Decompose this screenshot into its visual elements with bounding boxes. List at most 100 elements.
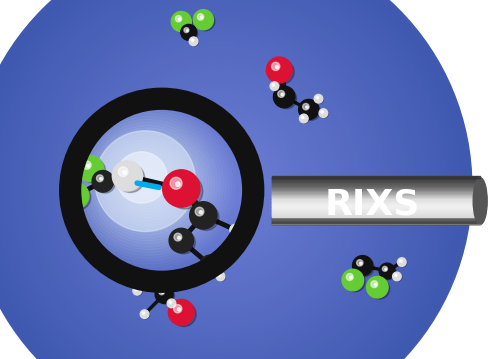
Circle shape — [395, 275, 396, 276]
Circle shape — [276, 88, 296, 109]
Bar — [272, 177, 480, 179]
Bar — [272, 190, 480, 191]
Bar — [272, 203, 480, 205]
Circle shape — [66, 185, 91, 210]
Circle shape — [135, 288, 137, 291]
Bar — [272, 181, 480, 183]
Circle shape — [230, 224, 241, 235]
Circle shape — [34, 1, 407, 359]
Circle shape — [45, 11, 396, 359]
Circle shape — [271, 62, 280, 70]
Circle shape — [273, 86, 295, 108]
Circle shape — [90, 125, 206, 241]
Circle shape — [177, 308, 180, 311]
Circle shape — [151, 276, 159, 285]
Circle shape — [200, 16, 203, 19]
Circle shape — [105, 71, 336, 302]
Circle shape — [101, 136, 195, 229]
Circle shape — [278, 90, 285, 97]
Circle shape — [271, 83, 279, 91]
Bar — [272, 216, 480, 218]
Bar — [272, 183, 480, 185]
Circle shape — [170, 177, 182, 189]
Circle shape — [382, 266, 388, 271]
Circle shape — [190, 38, 198, 46]
Circle shape — [143, 313, 144, 314]
Circle shape — [24, 0, 416, 359]
Circle shape — [178, 236, 181, 239]
Bar — [272, 196, 480, 197]
Bar — [272, 220, 480, 222]
Bar — [272, 192, 480, 194]
Circle shape — [107, 143, 189, 224]
Circle shape — [181, 24, 196, 40]
Bar — [272, 221, 480, 223]
Circle shape — [123, 171, 126, 174]
Circle shape — [97, 175, 103, 182]
Circle shape — [100, 66, 341, 307]
Circle shape — [87, 122, 209, 244]
Circle shape — [68, 188, 76, 196]
Circle shape — [180, 146, 261, 227]
Bar — [272, 207, 480, 209]
Bar — [272, 212, 480, 214]
Bar — [272, 185, 480, 186]
Circle shape — [98, 134, 197, 232]
Bar — [272, 180, 480, 182]
Circle shape — [189, 37, 198, 46]
Bar — [272, 202, 480, 204]
Bar — [272, 201, 480, 203]
Circle shape — [85, 51, 356, 322]
Circle shape — [55, 21, 386, 353]
Circle shape — [357, 260, 363, 266]
Circle shape — [122, 269, 125, 271]
Bar — [272, 196, 480, 198]
Bar — [272, 200, 480, 201]
Circle shape — [63, 183, 89, 209]
Circle shape — [72, 191, 75, 194]
Circle shape — [176, 182, 180, 186]
Circle shape — [155, 285, 173, 303]
Circle shape — [128, 163, 168, 203]
Circle shape — [133, 286, 142, 295]
Circle shape — [110, 145, 186, 221]
Circle shape — [320, 109, 328, 118]
Circle shape — [200, 255, 221, 276]
Circle shape — [385, 268, 387, 270]
Circle shape — [83, 161, 91, 169]
Circle shape — [301, 116, 304, 118]
Circle shape — [397, 258, 406, 266]
Bar — [272, 204, 480, 206]
Circle shape — [110, 76, 331, 297]
Circle shape — [367, 276, 388, 298]
Circle shape — [270, 82, 279, 90]
Circle shape — [167, 173, 203, 209]
Circle shape — [152, 278, 154, 280]
Bar — [272, 206, 480, 208]
Circle shape — [197, 14, 204, 20]
Circle shape — [398, 258, 407, 267]
Circle shape — [205, 172, 236, 202]
Circle shape — [352, 256, 373, 276]
Circle shape — [275, 65, 278, 69]
Circle shape — [134, 275, 140, 280]
Bar — [272, 186, 480, 188]
Circle shape — [186, 29, 188, 32]
Circle shape — [379, 263, 395, 279]
Circle shape — [140, 106, 301, 267]
Circle shape — [346, 274, 353, 280]
Circle shape — [116, 151, 180, 215]
Circle shape — [145, 111, 296, 262]
Circle shape — [322, 112, 323, 113]
Circle shape — [167, 299, 176, 308]
Bar — [272, 215, 480, 217]
Circle shape — [168, 300, 176, 308]
Circle shape — [301, 102, 320, 121]
Bar — [272, 194, 480, 196]
Bar — [272, 198, 480, 200]
Circle shape — [314, 94, 323, 103]
Bar — [272, 217, 480, 219]
Circle shape — [115, 81, 326, 292]
Circle shape — [172, 231, 196, 254]
Bar — [272, 210, 480, 212]
